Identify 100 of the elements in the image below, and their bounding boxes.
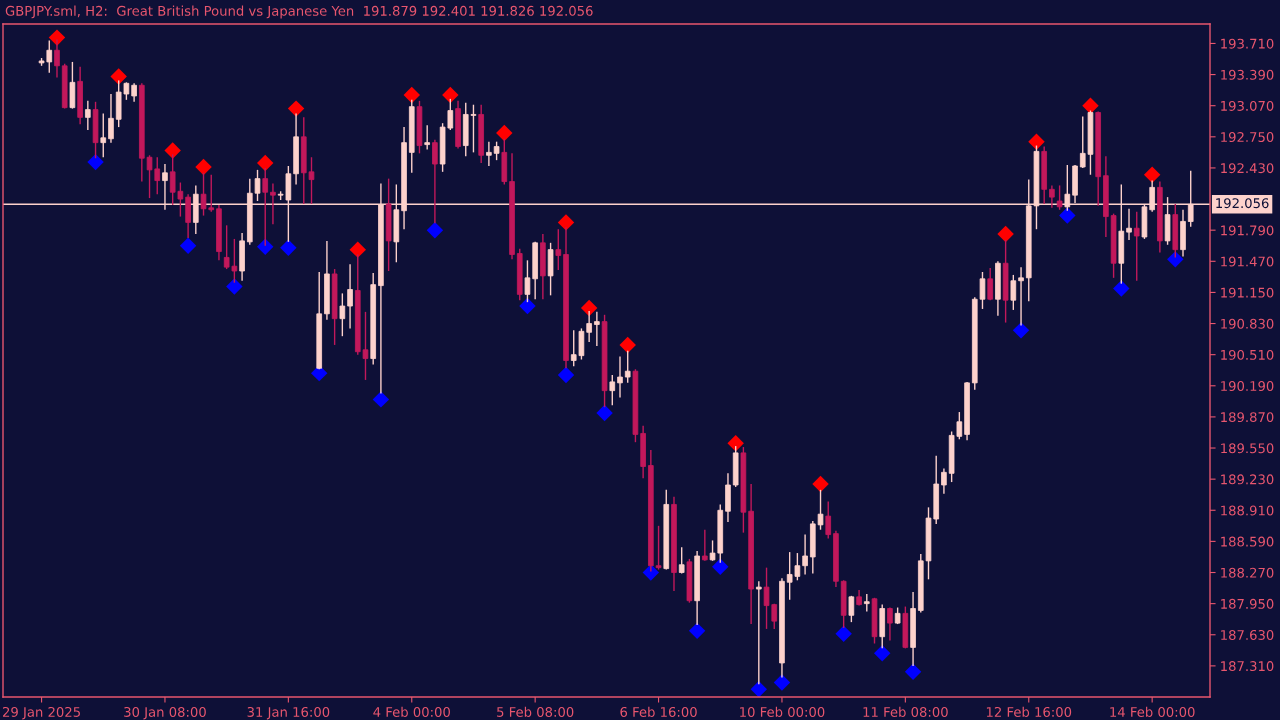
point (179, 237, 197, 254)
point (1167, 251, 1184, 268)
point (835, 625, 852, 642)
x-tick-label: 4 Feb 00:00 (373, 706, 450, 717)
point (557, 366, 575, 384)
x-tick-label: 31 Jan 16:00 (247, 706, 330, 720)
point (619, 336, 636, 354)
point (257, 154, 274, 172)
candlestick (1010, 274, 1017, 311)
y-tick-label: 189.870 (1221, 412, 1274, 423)
point (403, 86, 420, 104)
point (580, 299, 598, 317)
y-tick-label: 191.150 (1221, 287, 1274, 298)
point (1028, 133, 1045, 150)
y-tick-label: 189.550 (1221, 443, 1274, 454)
point (997, 225, 1014, 243)
candlestick (108, 93, 114, 144)
point (257, 238, 274, 255)
candlestick (85, 100, 91, 131)
candlestick (655, 525, 662, 571)
point (1082, 97, 1099, 114)
candlestick (100, 112, 107, 158)
y-tick-label: 188.590 (1221, 536, 1274, 547)
candlestick (424, 124, 430, 151)
point (195, 158, 212, 176)
y-tick-label: 193.390 (1221, 69, 1274, 80)
y-tick-label: 190.510 (1221, 349, 1274, 360)
candlestick (262, 167, 269, 247)
y-tick-label: 187.630 (1221, 629, 1274, 640)
candlestick (941, 467, 947, 495)
point (519, 297, 536, 315)
y-tick-label: 193.070 (1221, 100, 1274, 111)
point (87, 153, 104, 171)
ref-line-label: 192.056 (1216, 198, 1269, 209)
point (874, 645, 891, 662)
candlestick (493, 140, 500, 161)
x-tick-label: 12 Feb 16:00 (986, 706, 1072, 717)
y-tick-label: 192.430 (1221, 163, 1274, 174)
point (557, 214, 575, 231)
y-tick-label: 187.310 (1221, 661, 1274, 672)
point (496, 124, 513, 142)
point (1012, 322, 1030, 339)
candlestick (1133, 211, 1140, 282)
y-tick-label: 193.710 (1221, 38, 1274, 49)
point (773, 674, 791, 691)
point (1113, 280, 1130, 297)
point (442, 86, 459, 104)
x-tick-label: 10 Feb 00:00 (740, 706, 825, 717)
y-tick-label: 192.750 (1221, 132, 1274, 143)
candlestick (702, 529, 708, 562)
point (596, 404, 613, 422)
x-tick-label: 29 Jan 2025 (2, 706, 80, 720)
point (1059, 207, 1076, 224)
point (688, 622, 706, 640)
candlestick (678, 546, 685, 575)
candlestick (624, 350, 631, 384)
candlestick (347, 263, 353, 330)
x-tick-label: 14 Feb 00:00 (1110, 706, 1195, 717)
point (280, 239, 297, 256)
y-tick-label: 190.190 (1221, 381, 1274, 391)
candlestick (586, 310, 592, 343)
x-tick-label: 11 Feb 08:00 (863, 706, 948, 717)
y-tick-label: 191.790 (1221, 225, 1274, 236)
candlestick (1049, 184, 1055, 209)
candlestick (825, 500, 832, 540)
candlestick (524, 259, 531, 303)
candlestick (848, 595, 855, 623)
point (349, 241, 366, 258)
candlestick (987, 267, 994, 301)
candlestick (594, 311, 600, 347)
x-tick-label: 5 Feb 08:00 (497, 706, 574, 717)
y-tick-label: 188.910 (1221, 505, 1274, 516)
point (164, 142, 181, 159)
candlestick (54, 38, 60, 79)
candlestick (609, 374, 616, 406)
point (110, 68, 127, 85)
candlestick (1056, 184, 1063, 211)
y-tick-label: 187.950 (1221, 598, 1274, 609)
candlestick (756, 580, 762, 686)
point (372, 391, 390, 408)
point (226, 278, 243, 295)
x-tick-label: 6 Feb 16:00 (620, 706, 697, 717)
candlestick (617, 355, 623, 399)
point (1143, 166, 1161, 183)
candlestick (555, 228, 562, 271)
x-tick-label: 30 Jan 08:00 (124, 706, 206, 720)
candlestick (887, 606, 893, 642)
point (750, 681, 768, 697)
candlestick (270, 182, 276, 226)
candlestick (802, 533, 808, 576)
candlestick (339, 292, 346, 337)
candlestick (486, 140, 492, 167)
candlestick (432, 139, 438, 225)
point (727, 434, 744, 452)
candlestick (1126, 208, 1132, 241)
point (904, 663, 922, 680)
candlestick (131, 82, 137, 103)
y-tick-label: 189.230 (1221, 474, 1274, 485)
point (287, 100, 305, 117)
chart-title: GBPJPY.sml, H2: Great British Pound vs Japanese Yen 191.879 192.401 191.826 192.056 (5, 5, 593, 19)
